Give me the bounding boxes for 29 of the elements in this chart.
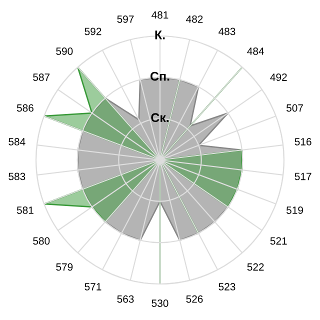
spoke-label: 587 <box>33 74 50 81</box>
spoke-label: 526 <box>186 295 203 303</box>
spoke-label: 517 <box>294 172 312 180</box>
spoke-label: 507 <box>286 104 303 112</box>
spoke-label: 482 <box>186 15 203 23</box>
spoke-label: 583 <box>8 172 26 180</box>
spoke-label: 580 <box>33 237 50 245</box>
y-tick-label: Сп. <box>150 72 170 81</box>
spoke-label: 530 <box>152 300 168 307</box>
spoke-label: 586 <box>16 104 34 112</box>
spoke-label: 519 <box>286 206 303 214</box>
spoke-label: 523 <box>218 283 236 290</box>
spoke-label: 579 <box>56 263 73 271</box>
spoke-label: 592 <box>84 28 102 36</box>
spoke-label: 597 <box>117 15 134 23</box>
spoke-label: 516 <box>294 138 312 146</box>
spoke-label: 481 <box>152 11 168 19</box>
spoke-label: 563 <box>117 295 134 303</box>
spoke-label: 492 <box>270 74 287 81</box>
spoke-label: 484 <box>247 48 264 55</box>
spoke-label: 571 <box>84 283 102 290</box>
spoke-label: 584 <box>8 138 26 146</box>
spoke-label: 581 <box>16 206 34 214</box>
spoke-label: 521 <box>270 237 287 245</box>
spoke-label: 483 <box>218 28 236 36</box>
y-tick-label: Ск. <box>151 113 169 122</box>
spoke-label: 590 <box>56 48 73 55</box>
spoke-label: 522 <box>247 263 264 271</box>
y-tick-label: К. <box>155 30 165 40</box>
